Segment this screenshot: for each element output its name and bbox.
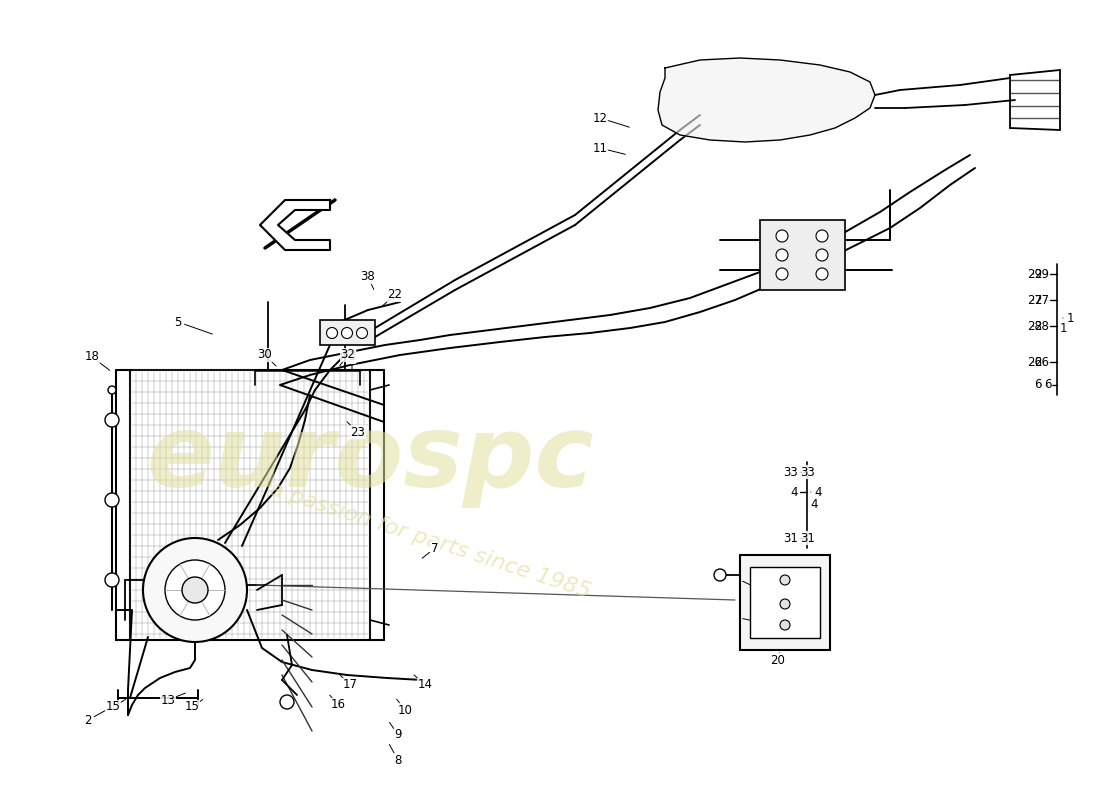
- Text: 23: 23: [351, 426, 365, 438]
- Text: 7: 7: [431, 542, 439, 554]
- Circle shape: [356, 327, 367, 338]
- Text: 26: 26: [1034, 355, 1049, 369]
- Text: 19: 19: [764, 589, 780, 602]
- Circle shape: [816, 268, 828, 280]
- Text: 32: 32: [341, 349, 355, 362]
- Circle shape: [816, 230, 828, 242]
- Circle shape: [780, 620, 790, 630]
- Circle shape: [165, 560, 226, 620]
- Polygon shape: [658, 58, 874, 142]
- Text: 4: 4: [810, 498, 817, 511]
- Circle shape: [780, 575, 790, 585]
- Text: 2: 2: [85, 714, 91, 726]
- Text: 31: 31: [801, 531, 815, 545]
- Text: 8: 8: [394, 754, 402, 766]
- Circle shape: [104, 493, 119, 507]
- Circle shape: [327, 327, 338, 338]
- Circle shape: [776, 249, 788, 261]
- Text: 1: 1: [1060, 322, 1067, 335]
- Text: 31: 31: [783, 531, 798, 545]
- Text: 38: 38: [361, 270, 375, 283]
- Circle shape: [776, 230, 788, 242]
- Text: 13: 13: [161, 694, 175, 706]
- Text: 4: 4: [814, 486, 822, 498]
- Text: 15: 15: [185, 701, 199, 714]
- Circle shape: [104, 413, 119, 427]
- Text: 21: 21: [764, 618, 780, 631]
- Text: 12: 12: [593, 111, 607, 125]
- Circle shape: [104, 573, 119, 587]
- Text: 6: 6: [1034, 378, 1042, 391]
- Text: 5: 5: [174, 315, 182, 329]
- Text: eurospc: eurospc: [146, 411, 594, 509]
- Circle shape: [182, 577, 208, 603]
- Text: 3: 3: [349, 350, 355, 363]
- Text: 6: 6: [1044, 378, 1052, 391]
- Text: 15: 15: [106, 701, 120, 714]
- Circle shape: [341, 327, 352, 338]
- Text: 22: 22: [387, 289, 403, 302]
- Text: 20: 20: [771, 654, 785, 666]
- Text: 28: 28: [1035, 319, 1049, 333]
- Circle shape: [108, 386, 115, 394]
- Text: 14: 14: [418, 678, 432, 691]
- Text: 30: 30: [257, 349, 273, 362]
- Bar: [320, 320, 375, 345]
- Text: 27: 27: [1034, 294, 1049, 306]
- Bar: [130, 370, 370, 640]
- Text: 9: 9: [394, 729, 402, 742]
- Text: 27: 27: [1027, 294, 1042, 306]
- Text: 28: 28: [1027, 319, 1042, 333]
- Bar: [760, 220, 845, 290]
- Text: a passion for parts since 1985: a passion for parts since 1985: [267, 478, 593, 602]
- Text: 33: 33: [801, 466, 815, 478]
- Text: 17: 17: [342, 678, 358, 691]
- Circle shape: [780, 599, 790, 609]
- Text: 1: 1: [1066, 311, 1074, 325]
- Circle shape: [776, 268, 788, 280]
- Text: 10: 10: [397, 703, 412, 717]
- Text: 4: 4: [791, 486, 798, 498]
- Polygon shape: [260, 200, 330, 250]
- Text: 11: 11: [593, 142, 607, 154]
- Bar: [740, 555, 830, 650]
- Circle shape: [714, 569, 726, 581]
- Text: 29: 29: [1034, 267, 1049, 281]
- Text: 33: 33: [783, 466, 798, 478]
- Bar: [750, 567, 820, 638]
- Circle shape: [143, 538, 248, 642]
- Text: 26: 26: [1027, 355, 1042, 369]
- Circle shape: [816, 249, 828, 261]
- Circle shape: [280, 695, 294, 709]
- Text: 16: 16: [330, 698, 345, 711]
- Text: 18: 18: [85, 350, 99, 363]
- Text: 29: 29: [1027, 267, 1042, 281]
